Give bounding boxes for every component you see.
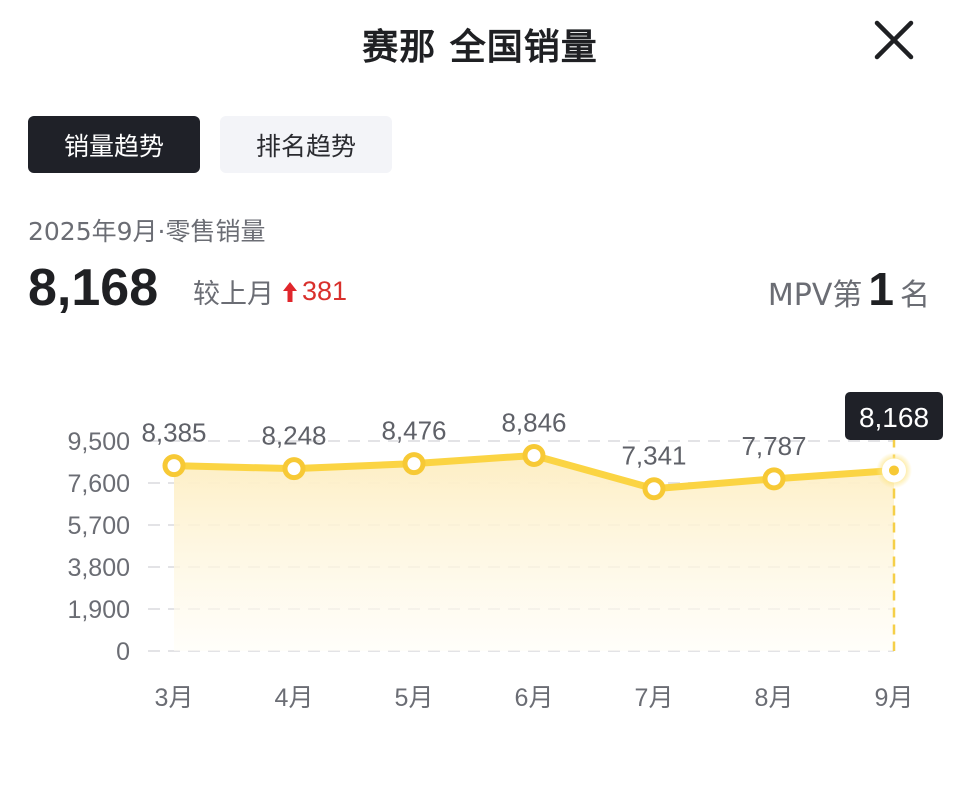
rank-badge: MPV第 1 名 xyxy=(768,262,930,316)
data-point[interactable] xyxy=(282,457,306,481)
y-tick-label: 7,600 xyxy=(67,470,130,498)
tab-bar: 销量趋势 排名趋势 xyxy=(28,116,392,173)
close-button[interactable] xyxy=(868,14,920,66)
compare-label: 较上月 xyxy=(193,279,274,310)
sales-value: 8,168 xyxy=(28,259,159,317)
x-tick-label: 8月 xyxy=(755,684,794,712)
data-label: 8,385 xyxy=(141,418,206,448)
y-tick-label: 1,900 xyxy=(67,596,130,624)
y-tick-label: 9,500 xyxy=(67,428,130,456)
x-tick-label: 5月 xyxy=(395,684,434,712)
x-tick-label: 3月 xyxy=(155,684,194,712)
sales-trend-chart[interactable]: 0 1,900 3,800 5,700 7,600 9,500 8,385 8,248 8,4… xyxy=(0,380,960,720)
data-labels: 8,385 8,248 8,476 8,846 7,341 7,787 xyxy=(141,407,806,470)
x-tick-label: 9月 xyxy=(875,684,914,712)
x-axis: 3月 4月 5月 6月 7月 8月 9月 xyxy=(155,684,914,712)
rank-prefix: MPV第 xyxy=(767,278,863,313)
data-point[interactable] xyxy=(162,454,186,478)
tab-rank-trend[interactable]: 排名趋势 xyxy=(220,116,392,173)
data-point[interactable] xyxy=(402,452,426,476)
line-chart[interactable]: 0 1,900 3,800 5,700 7,600 9,500 8,385 8,248 8,4… xyxy=(0,380,960,720)
x-tick-label: 6月 xyxy=(515,684,554,712)
data-label: 8,248 xyxy=(261,421,326,451)
delta-value: 381 xyxy=(302,276,348,306)
highlight-point-dot xyxy=(889,465,899,476)
tab-sales-trend[interactable]: 销量趋势 xyxy=(28,116,200,173)
area-fill xyxy=(174,455,894,651)
tooltip-box xyxy=(845,392,943,440)
tooltip: 8,168 xyxy=(845,392,943,440)
rank-number: 1 xyxy=(868,263,894,315)
data-points xyxy=(162,443,912,501)
y-axis: 0 1,900 3,800 5,700 7,600 9,500 xyxy=(67,428,130,666)
y-tick-label: 0 xyxy=(116,638,130,666)
x-tick-label: 4月 xyxy=(275,684,314,712)
arrow-up-icon xyxy=(283,281,297,302)
tooltip-value: 8,168 xyxy=(859,402,929,433)
y-tick-label: 5,700 xyxy=(67,512,130,540)
data-label: 7,341 xyxy=(621,441,686,471)
data-point[interactable] xyxy=(642,477,666,501)
x-tick-label: 7月 xyxy=(635,684,674,712)
close-icon xyxy=(874,20,914,60)
rank-suffix: 名 xyxy=(900,278,930,313)
data-label: 8,846 xyxy=(501,407,566,437)
data-point[interactable] xyxy=(522,443,546,467)
data-point[interactable] xyxy=(762,467,786,491)
y-tick-label: 3,800 xyxy=(67,554,130,582)
data-label: 8,476 xyxy=(381,416,446,446)
page-title: 赛那 全国销量 xyxy=(362,27,598,68)
month-over-month: 较上月 381 xyxy=(193,272,347,311)
period-label: 2025年9月·零售销量 xyxy=(28,217,266,246)
chart-area-fill xyxy=(174,455,894,651)
data-label: 7,787 xyxy=(741,431,806,461)
header: 赛那 全国销量 xyxy=(0,0,960,90)
